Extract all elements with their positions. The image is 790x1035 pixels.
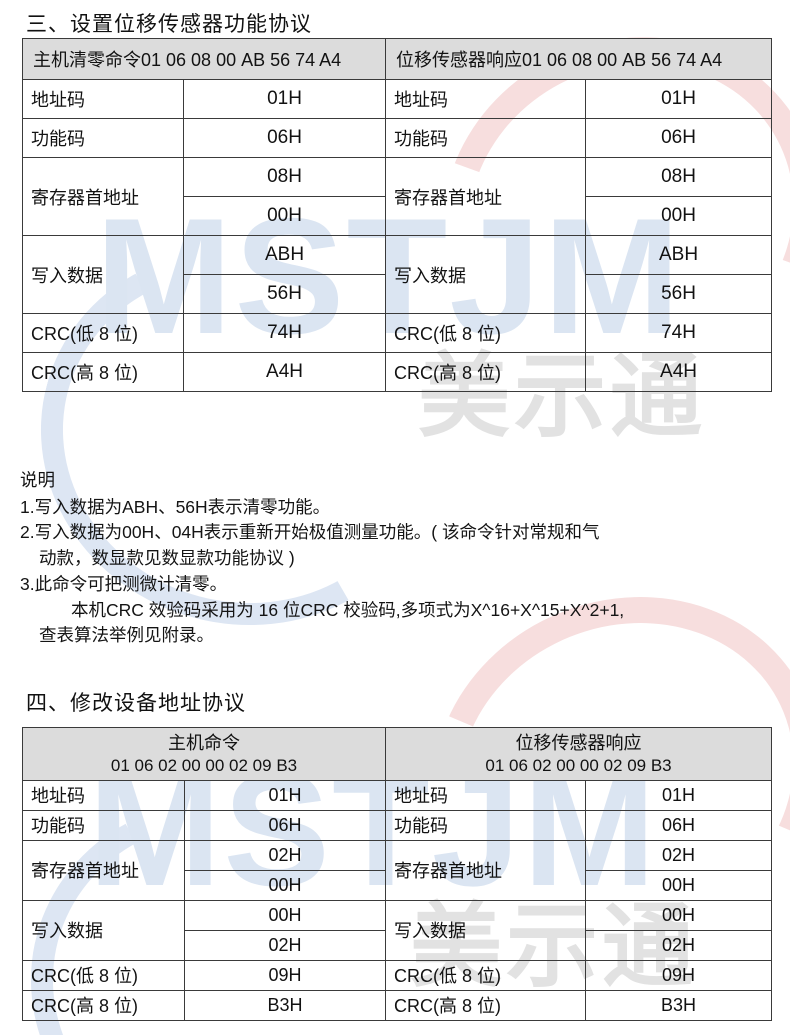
row-value-left: B3H [183, 989, 387, 1021]
row-label-right: 功能码 [385, 809, 587, 841]
row-value-left: 09H [183, 959, 387, 991]
row-value-right: 01H [585, 79, 773, 119]
row-label-left: CRC(低 8 位) [22, 959, 185, 991]
row-label-right: 地址码 [385, 779, 587, 811]
table-row: 地址码 01H 地址码 01H [22, 779, 773, 811]
table-header-right-line2: 01 06 02 00 00 02 09 B3 [485, 755, 672, 775]
row-label-right: 写入数据 [385, 235, 587, 314]
row-value-left: 00H [182, 196, 387, 236]
row-label-right: CRC(高 8 位) [385, 989, 587, 1021]
row-label-right: CRC(低 8 位) [385, 313, 587, 353]
row-value-left: ABH [182, 235, 387, 275]
table-header-left: 主机清零命令01 06 08 00 AB 56 74 A4 [21, 38, 387, 80]
row-label-right: 寄存器首地址 [385, 839, 587, 901]
row-label-right: CRC(高 8 位) [385, 352, 587, 392]
note-item-2-continuation: 动款，数显款见数显款功能协议 ) [39, 548, 295, 569]
table-row: 功能码 06H 功能码 06H [22, 118, 773, 158]
table-header-right: 位移传感器响应 01 06 02 00 00 02 09 B3 [385, 727, 773, 781]
row-label-left: CRC(低 8 位) [22, 313, 184, 353]
table-row: 功能码 06H 功能码 06H [22, 809, 773, 841]
row-value-left: 01H [182, 79, 387, 119]
note-item-3: 3.此命令可把测微计清零。 [20, 573, 228, 594]
row-value-left: 01H [183, 779, 387, 811]
table-header-left-line1: 主机命令 [168, 733, 240, 753]
table-row: CRC(低 8 位) 09H CRC(低 8 位) 09H [22, 959, 773, 991]
row-value-left: 02H [183, 929, 387, 961]
row-value-right: 09H [585, 959, 773, 991]
row-label-right: 写入数据 [385, 899, 587, 961]
row-value-left: 02H [183, 839, 387, 871]
row-value-right: 06H [585, 809, 773, 841]
table-header-row: 主机命令 01 06 02 00 00 02 09 B3 位移传感器响应 01 … [21, 727, 773, 781]
notes-title: 说明 [20, 470, 55, 490]
note-crc-line-2: 查表算法举例见附录。 [39, 625, 214, 646]
table-change-address-protocol: 主机命令 01 06 02 00 00 02 09 B3 位移传感器响应 01 … [21, 727, 773, 1021]
table-row: 56H 56H [23, 274, 773, 314]
table-row: 00H 00H [23, 196, 773, 236]
row-value-right: B3H [585, 989, 773, 1021]
note-crc-line-1: 本机CRC 效验码采用为 16 位CRC 校验码,多项式为X^16+X^15+X… [71, 599, 625, 620]
row-value-right: 74H [585, 313, 773, 353]
row-label-left: 写入数据 [22, 899, 185, 961]
row-value-right: ABH [585, 235, 773, 275]
table-header-row: 主机清零命令01 06 08 00 AB 56 74 A4 位移传感器响应01 … [21, 38, 773, 80]
table-row: CRC(高 8 位) A4H CRC(高 8 位) A4H [22, 352, 773, 392]
row-value-right: A4H [585, 352, 773, 392]
table-row: 寄存器首地址 08H 寄存器首地址 08H [22, 157, 773, 236]
row-label-left: CRC(高 8 位) [22, 989, 185, 1021]
row-value-left: 08H [182, 157, 387, 197]
row-value-right: 00H [585, 869, 773, 901]
row-label-left: 寄存器首地址 [22, 157, 184, 236]
row-label-left: 寄存器首地址 [22, 839, 185, 901]
table-row: CRC(低 8 位) 74H CRC(低 8 位) 74H [22, 313, 773, 353]
row-label-left: CRC(高 8 位) [22, 352, 184, 392]
row-value-right: 02H [585, 929, 773, 961]
row-label-left: 功能码 [22, 809, 185, 841]
row-value-left: 74H [182, 313, 387, 353]
note-item-1: 1.写入数据为ABH、56H表示清零功能。 [20, 496, 331, 517]
section-heading-three: 三、设置位移传感器功能协议 [26, 13, 312, 36]
row-value-right: 00H [585, 196, 773, 236]
table-row: 写入数据 ABH 写入数据 ABH [22, 235, 773, 314]
row-value-left: 56H [182, 274, 387, 314]
row-value-left: 06H [183, 809, 387, 841]
row-value-right: 01H [585, 779, 773, 811]
row-value-left: 00H [183, 869, 387, 901]
row-value-right: 06H [585, 118, 773, 158]
row-label-left: 写入数据 [22, 235, 184, 314]
note-item-2: 2.写入数据为00H、04H表示重新开始极值测量功能。( 该命令针对常规和气 [20, 522, 600, 543]
table-clear-zero-protocol: 主机清零命令01 06 08 00 AB 56 74 A4 位移传感器响应01 … [21, 38, 773, 392]
row-value-left: 06H [182, 118, 387, 158]
section-heading-four: 四、修改设备地址协议 [26, 692, 246, 715]
row-label-right: 寄存器首地址 [385, 157, 587, 236]
row-label-left: 地址码 [22, 79, 184, 119]
row-label-right: 地址码 [385, 79, 587, 119]
table-row: 写入数据 00H 写入数据 00H [22, 899, 773, 961]
table-header-right: 位移传感器响应01 06 08 00 AB 56 74 A4 [385, 38, 773, 80]
table-row: 寄存器首地址 02H 寄存器首地址 02H [22, 839, 773, 901]
row-value-left: A4H [182, 352, 387, 392]
row-value-left: 00H [183, 899, 387, 931]
row-value-right: 02H [585, 839, 773, 871]
row-label-left: 功能码 [22, 118, 184, 158]
table-header-left: 主机命令 01 06 02 00 00 02 09 B3 [21, 727, 387, 781]
table-row: CRC(高 8 位) B3H CRC(高 8 位) B3H [22, 989, 773, 1021]
table-row: 02H 02H [23, 929, 773, 961]
row-label-right: CRC(低 8 位) [385, 959, 587, 991]
notes-block: 说明 1.写入数据为ABH、56H表示清零功能。 2.写入数据为00H、04H表… [20, 468, 780, 649]
table-row: 地址码 01H 地址码 01H [22, 79, 773, 119]
row-value-right: 56H [585, 274, 773, 314]
row-label-left: 地址码 [22, 779, 185, 811]
table-header-left-line2: 01 06 02 00 00 02 09 B3 [110, 755, 298, 775]
table-row: 00H 00H [23, 869, 773, 901]
row-value-right: 08H [585, 157, 773, 197]
row-value-right: 00H [585, 899, 773, 931]
row-label-right: 功能码 [385, 118, 587, 158]
table-header-right-line1: 位移传感器响应 [515, 733, 642, 753]
